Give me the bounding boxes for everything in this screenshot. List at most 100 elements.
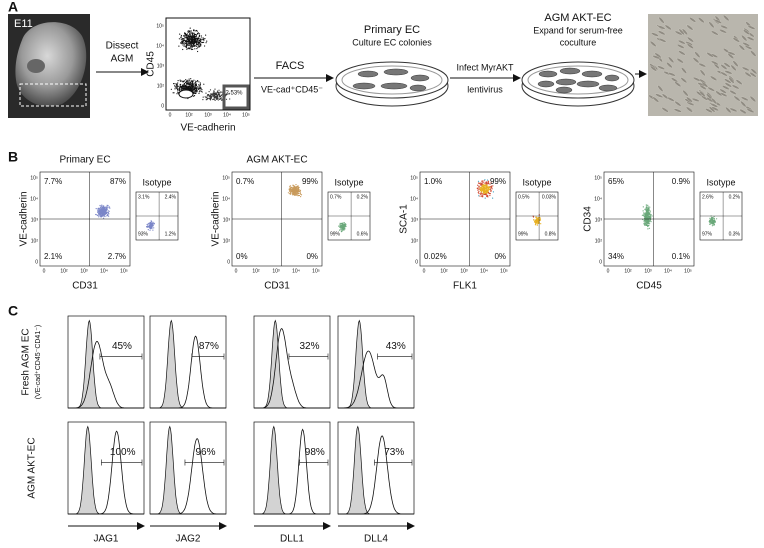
dissect-label: AGM bbox=[111, 54, 134, 65]
marker-label: JAG2 bbox=[175, 534, 200, 545]
event-dot bbox=[225, 94, 227, 96]
event-dot bbox=[215, 96, 217, 98]
event-dot bbox=[345, 225, 347, 227]
cell bbox=[723, 62, 731, 68]
tick-label: 10³ bbox=[204, 112, 212, 118]
event-dot bbox=[198, 86, 200, 88]
event-dot bbox=[188, 41, 191, 43]
event-dot bbox=[535, 220, 537, 222]
dissect-label: Dissect bbox=[106, 41, 139, 52]
event-dot bbox=[644, 222, 646, 224]
isotype-value: 3.1% bbox=[138, 194, 150, 200]
cell bbox=[657, 25, 666, 30]
event-dot bbox=[709, 217, 711, 219]
isotype-label: Isotype bbox=[142, 177, 171, 187]
event-dot bbox=[216, 96, 218, 98]
event-dot bbox=[297, 191, 299, 193]
event-dot bbox=[183, 42, 185, 44]
event-dot bbox=[534, 221, 536, 223]
event-dot bbox=[189, 87, 191, 89]
histogram-frame bbox=[337, 421, 415, 515]
tick-label: 10² bbox=[624, 268, 632, 274]
cell bbox=[698, 62, 707, 68]
cell bbox=[742, 42, 750, 47]
event-dot bbox=[193, 79, 195, 81]
event-dot bbox=[295, 189, 297, 191]
event-dot bbox=[180, 37, 182, 39]
percent-positive: 96% bbox=[195, 447, 215, 458]
event-dot bbox=[146, 223, 148, 226]
event-dot bbox=[184, 32, 186, 34]
event-dot bbox=[99, 209, 101, 211]
histogram-frame bbox=[149, 315, 227, 409]
event-dot bbox=[647, 207, 649, 209]
event-dot bbox=[642, 214, 644, 216]
isotype-value: 0.2% bbox=[729, 194, 741, 200]
plot-title: AGM AKT-EC bbox=[246, 155, 307, 166]
event-dot bbox=[344, 223, 346, 225]
event-dot bbox=[710, 220, 712, 222]
event-dot bbox=[300, 196, 302, 198]
event-dot bbox=[190, 33, 192, 35]
event-dot bbox=[195, 82, 197, 84]
event-dot bbox=[217, 93, 219, 96]
event-dot bbox=[645, 207, 647, 209]
event-dot bbox=[200, 41, 202, 43]
event-dot bbox=[713, 222, 715, 224]
event-dot bbox=[194, 30, 196, 32]
event-dot bbox=[288, 190, 290, 192]
event-dot bbox=[478, 183, 480, 185]
event-dot bbox=[295, 193, 297, 195]
event-dot bbox=[343, 229, 345, 231]
event-dot bbox=[209, 97, 211, 99]
event-dot bbox=[714, 221, 716, 224]
event-dot bbox=[192, 41, 194, 43]
event-dot bbox=[206, 95, 208, 97]
sample-histogram bbox=[338, 350, 414, 409]
event-dot bbox=[201, 41, 204, 44]
cell bbox=[720, 71, 728, 77]
event-dot bbox=[147, 223, 149, 225]
event-dot bbox=[213, 91, 215, 93]
event-dot bbox=[177, 85, 179, 87]
step-subtitle: coculture bbox=[560, 37, 597, 47]
event-dot bbox=[197, 33, 199, 35]
cell bbox=[658, 38, 667, 43]
event-dot bbox=[713, 224, 715, 226]
gate bbox=[222, 84, 250, 110]
event-dot bbox=[645, 211, 647, 213]
event-dot bbox=[205, 34, 207, 36]
event-dot bbox=[492, 197, 494, 199]
embryo bbox=[15, 22, 87, 107]
event-dot bbox=[193, 38, 195, 40]
event-dot bbox=[196, 80, 198, 83]
event-dot bbox=[181, 42, 184, 44]
cell bbox=[711, 97, 718, 105]
event-dot bbox=[227, 93, 229, 95]
cell bbox=[735, 79, 743, 85]
event-dot bbox=[487, 188, 489, 190]
event-dot bbox=[183, 87, 185, 89]
event-dot bbox=[173, 92, 175, 94]
gate-value: 2.53% bbox=[225, 91, 243, 97]
event-dot bbox=[293, 185, 295, 188]
event-dot bbox=[480, 190, 482, 192]
event-dot bbox=[188, 82, 190, 84]
y-axis-label: CD34 bbox=[583, 206, 594, 232]
cell bbox=[749, 72, 757, 78]
cell bbox=[651, 32, 659, 37]
cell-colony bbox=[410, 74, 430, 82]
event-dot bbox=[153, 222, 155, 224]
event-dot bbox=[178, 45, 180, 47]
event-dot bbox=[713, 218, 715, 220]
event-dot bbox=[176, 93, 178, 95]
event-dot bbox=[181, 86, 183, 88]
event-dot bbox=[535, 223, 537, 225]
event-dot bbox=[105, 207, 107, 209]
event-dot bbox=[483, 184, 485, 186]
event-dot bbox=[299, 192, 301, 195]
event-dot bbox=[712, 217, 714, 219]
event-dot bbox=[107, 207, 109, 209]
event-dot bbox=[191, 40, 193, 42]
event-dot bbox=[219, 95, 222, 98]
